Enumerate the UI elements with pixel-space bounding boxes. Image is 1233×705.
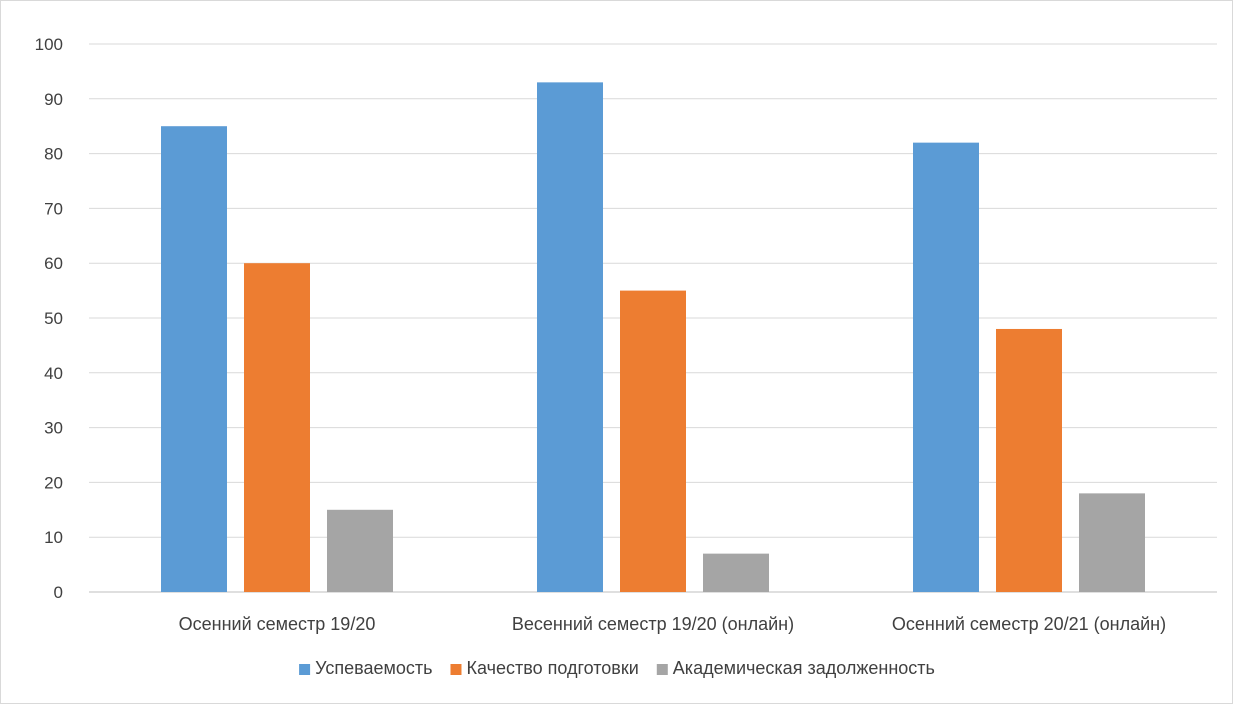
x-axis-categories: Осенний семестр 19/20 Весенний семестр 19… (179, 614, 1166, 634)
legend-swatch (450, 664, 462, 675)
bar (537, 82, 603, 593)
y-tick-label: 40 (44, 364, 63, 383)
y-tick-label: 30 (44, 419, 63, 438)
bar (327, 509, 393, 592)
y-tick-label: 70 (44, 199, 63, 218)
bar (913, 142, 979, 592)
bar (703, 553, 769, 592)
y-tick-label: 20 (44, 473, 63, 492)
legend: Успеваемость Качество подготовки Академиче… (299, 658, 935, 678)
bar (161, 126, 227, 592)
y-tick-label: 60 (44, 254, 63, 273)
y-tick-label: 100 (35, 35, 63, 54)
y-tick-label: 80 (44, 145, 63, 164)
y-tick-label: 50 (44, 309, 63, 328)
x-category-label: Весенний семестр 19/20 (онлайн) (512, 614, 794, 634)
legend-swatch (299, 664, 311, 675)
legend-swatch (656, 664, 668, 675)
bar (1079, 493, 1145, 592)
bar (620, 290, 686, 592)
x-category-label: Осенний семестр 20/21 (онлайн) (892, 614, 1166, 634)
bar (996, 328, 1062, 592)
legend-label: Успеваемость (315, 658, 432, 678)
legend-label: Академическая задолженность (673, 658, 935, 678)
bars (161, 82, 1145, 593)
bar (244, 263, 310, 592)
y-tick-label: 0 (54, 583, 63, 602)
y-tick-label: 90 (44, 90, 63, 109)
y-axis-ticks: 0 10 20 30 40 50 60 70 80 90 100 (35, 35, 63, 602)
y-tick-label: 10 (44, 528, 63, 547)
legend-label: Качество подготовки (466, 658, 638, 678)
x-category-label: Осенний семестр 19/20 (179, 614, 376, 634)
